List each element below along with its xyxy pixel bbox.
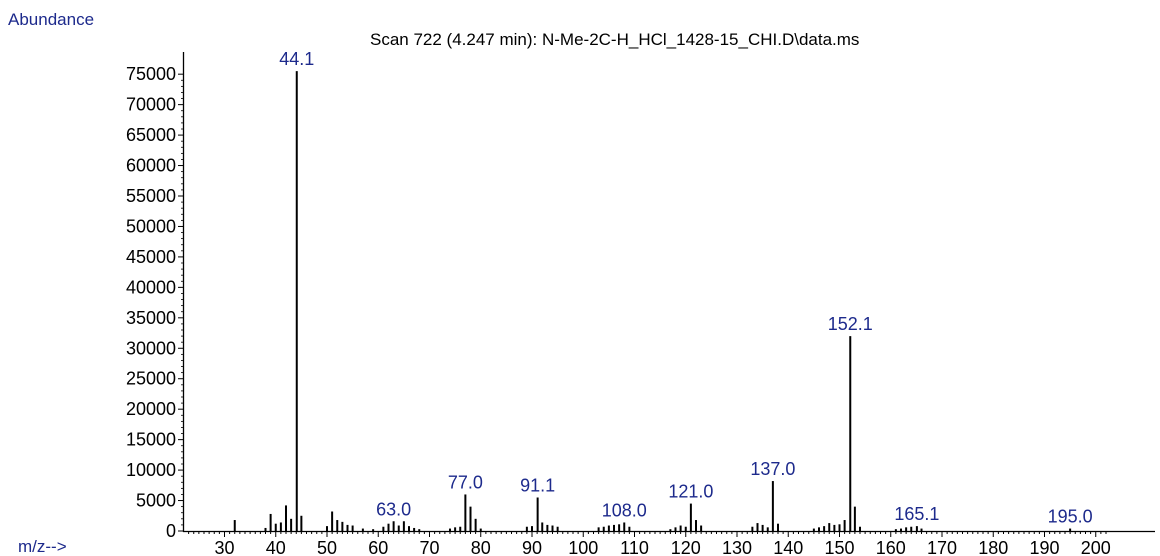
x-axis-label: m/z--> xyxy=(18,537,67,556)
x-tick-label: 170 xyxy=(927,538,957,556)
y-tick-label: 70000 xyxy=(126,95,176,115)
y-tick-label: 20000 xyxy=(126,399,176,419)
y-tick-label: 55000 xyxy=(126,186,176,206)
x-tick-label: 140 xyxy=(773,538,803,556)
peak-label: 165.1 xyxy=(894,504,939,524)
y-tick-label: 5000 xyxy=(136,491,176,511)
x-tick-label: 120 xyxy=(671,538,701,556)
x-tick-label: 40 xyxy=(266,538,286,556)
x-tick-label: 70 xyxy=(419,538,439,556)
peak-label: 44.1 xyxy=(279,49,314,69)
peak-label: 108.0 xyxy=(602,500,647,520)
peak-label: 195.0 xyxy=(1048,507,1093,527)
x-tick-label: 110 xyxy=(620,538,649,556)
x-tick-label: 200 xyxy=(1081,538,1111,556)
y-tick-label: 10000 xyxy=(126,460,176,480)
x-ticks: 30 40 50 60 70 80 90 100 110 120 130 140 150 160 170 18… xyxy=(188,531,1111,556)
y-tick-label: 0 xyxy=(166,521,176,541)
peak-label: 152.1 xyxy=(828,314,873,334)
y-tick-label: 30000 xyxy=(126,338,176,358)
x-tick-label: 190 xyxy=(1029,538,1059,556)
x-tick-label: 80 xyxy=(471,538,491,556)
peak-label: 121.0 xyxy=(668,482,713,502)
x-tick-label: 90 xyxy=(522,538,542,556)
y-tick-label: 35000 xyxy=(126,308,176,328)
y-tick-label: 50000 xyxy=(126,216,176,236)
peak-label: 63.0 xyxy=(376,499,411,519)
x-tick-label: 150 xyxy=(824,538,854,556)
x-tick-label: 160 xyxy=(876,538,906,556)
y-tick-label: 25000 xyxy=(126,369,176,389)
x-tick-label: 30 xyxy=(214,538,234,556)
peak-label: 77.0 xyxy=(448,472,483,492)
peaks xyxy=(233,71,1072,531)
y-tick-label: 40000 xyxy=(126,277,176,297)
y-tick-label: 75000 xyxy=(126,64,176,84)
peak-label: 91.1 xyxy=(520,476,555,496)
x-tick-label: 50 xyxy=(317,538,337,556)
y-tick-label: 60000 xyxy=(126,156,176,176)
peak-labels: 44.1 63.0 77.0 91.1 108.0 121.0 137.0 152.1 165.… xyxy=(279,49,1092,526)
peak-label: 137.0 xyxy=(750,459,795,479)
x-tick-label: 60 xyxy=(368,538,388,556)
y-ticks: 0 5000 10000 15000 20000 25000 30000 35000 40000… xyxy=(126,64,183,541)
x-tick-label: 180 xyxy=(978,538,1008,556)
chart-title: Scan 722 (4.247 min): N-Me-2C-H_HCl_1428… xyxy=(370,30,859,49)
x-tick-label: 100 xyxy=(568,538,598,556)
y-tick-label: 15000 xyxy=(126,430,176,450)
x-tick-label: 130 xyxy=(722,538,752,556)
y-tick-label: 45000 xyxy=(126,247,176,267)
y-tick-label: 65000 xyxy=(126,125,176,145)
y-axis-label: Abundance xyxy=(8,10,94,29)
